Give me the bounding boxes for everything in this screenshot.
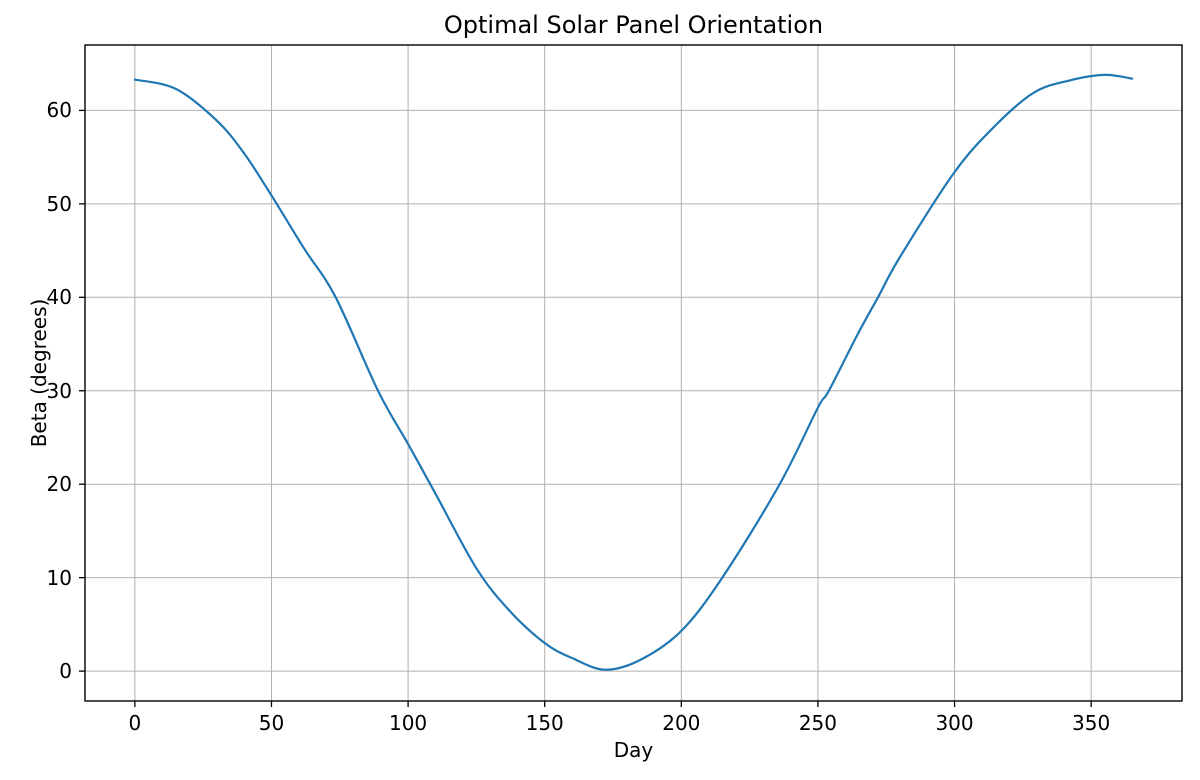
y-tick-label: 50: [46, 191, 72, 216]
x-axis-label: Day: [613, 738, 654, 762]
y-tick-label: 30: [46, 378, 72, 403]
y-tick-label: 60: [46, 98, 72, 123]
x-tick-label: 250: [798, 711, 838, 735]
x-tick-label: 300: [935, 711, 974, 735]
x-tick-label: 200: [662, 711, 701, 735]
beta-curve: [133, 73, 1134, 671]
chart-title: Optimal Solar Panel Orientation: [443, 11, 824, 39]
x-tick-label: 150: [525, 711, 564, 735]
x-tick-label: 350: [1072, 711, 1111, 735]
x-tick-label: 100: [388, 711, 428, 735]
y-tick-label: 0: [59, 659, 72, 684]
axes-spine: [84, 44, 1183, 702]
y-tick-label: 40: [46, 285, 72, 310]
y-tick-label: 10: [46, 565, 72, 590]
x-tick-label: 0: [128, 711, 142, 735]
y-tick-label: 20: [46, 472, 72, 497]
x-tick-label: 50: [258, 711, 285, 735]
